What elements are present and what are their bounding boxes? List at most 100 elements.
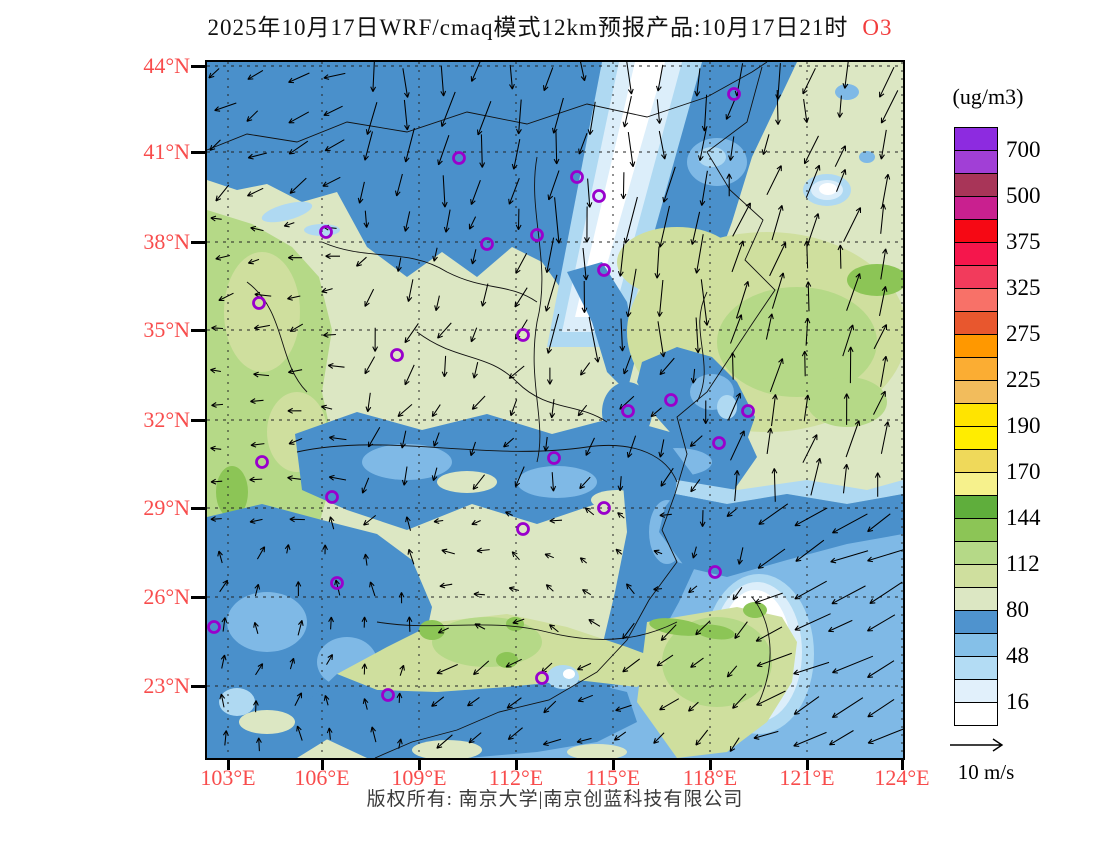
wind-arrow <box>467 696 480 707</box>
wind-arrow <box>361 477 370 494</box>
map-boundary-lines <box>207 62 776 758</box>
wind-arrow <box>662 166 676 203</box>
wind-arrow <box>542 67 554 92</box>
wind-arrow <box>249 476 263 483</box>
wind-arrow <box>250 441 265 448</box>
city-marker <box>535 671 549 685</box>
wind-arrow <box>726 173 733 197</box>
wind-arrow <box>733 470 740 502</box>
wind-arrow <box>627 132 636 168</box>
wind-arrow <box>803 240 810 269</box>
wind-arrow <box>867 513 891 533</box>
wind-arrow <box>516 99 522 135</box>
wind-arrow <box>289 657 296 670</box>
wind-arrow <box>613 731 627 741</box>
wind-arrow <box>617 512 625 519</box>
wind-arrow <box>726 508 737 518</box>
colorbar-cell <box>954 334 998 358</box>
wind-arrow <box>508 178 520 205</box>
city-marker <box>452 151 466 165</box>
wind-arrow <box>509 64 515 90</box>
wind-arrow <box>549 399 556 419</box>
wind-arrow <box>326 654 334 665</box>
city-marker <box>252 296 266 310</box>
city-marker <box>570 170 584 184</box>
wind-arrow <box>471 395 486 410</box>
wind-arrow <box>398 592 405 604</box>
wind-arrow <box>769 242 787 277</box>
wind-arrow <box>364 288 375 307</box>
wind-arrow <box>396 738 403 749</box>
wind-arrow <box>805 164 821 198</box>
lon-tick <box>709 760 712 770</box>
lat-label: 44°N <box>143 53 190 78</box>
city-marker <box>255 455 269 469</box>
wind-arrow <box>754 592 783 605</box>
wind-arrow <box>873 324 888 350</box>
wind-arrow <box>579 476 591 490</box>
wind-arrow <box>690 211 701 245</box>
wind-arrow <box>434 295 440 312</box>
city-marker <box>727 87 741 101</box>
wind-arrow <box>842 62 849 89</box>
wind-arrow <box>543 436 549 452</box>
colorbar-cell <box>954 426 998 450</box>
wind-arrow <box>361 663 368 675</box>
wind-arrow <box>468 732 482 744</box>
wind-arrow <box>873 390 886 415</box>
wind-arrow <box>551 97 564 134</box>
wind-arrow <box>431 696 445 707</box>
wind-arrow <box>476 547 490 554</box>
colorbar-tick-label: 112 <box>1006 551 1040 576</box>
colorbar-cell <box>954 288 998 312</box>
wind-arrow <box>287 475 301 482</box>
copyright-text: 版权所有: 南京大学|南京创蓝科技有限公司 <box>366 789 744 810</box>
wind-arrow <box>325 253 341 260</box>
wind-arrow <box>655 64 664 92</box>
wind-arrow <box>327 363 345 369</box>
wind-arrow <box>847 346 854 384</box>
wind-arrow <box>802 68 816 95</box>
wind-arrow <box>441 355 448 378</box>
lat-tick <box>191 685 205 688</box>
wind-arrow <box>253 700 259 713</box>
wind-arrow <box>793 696 820 715</box>
city-marker <box>516 328 530 342</box>
wind-arrow <box>793 731 827 747</box>
wind-arrow <box>694 317 701 354</box>
wind-arrow <box>437 135 450 166</box>
lat-tick <box>191 507 205 510</box>
wind-arrow <box>771 468 778 502</box>
wind-arrow <box>758 503 789 525</box>
wind-arrow <box>554 197 562 244</box>
wind-arrow <box>659 698 680 711</box>
wind-arrow <box>403 127 415 163</box>
wind-arrow <box>220 654 227 669</box>
city-marker <box>592 189 606 203</box>
wind-arrow <box>544 237 555 274</box>
wind-scale-label: 10 m/s <box>957 760 1015 784</box>
wind-arrow <box>842 463 850 494</box>
wind-vector-arrows <box>208 62 903 752</box>
wind-arrow <box>690 368 697 384</box>
wind-arrow <box>689 435 703 448</box>
wind-arrow <box>514 466 525 488</box>
wind-arrow <box>587 101 596 136</box>
wind-arrow <box>657 321 666 358</box>
wind-arrow <box>659 357 675 376</box>
lat-label: 29°N <box>143 495 190 520</box>
wind-arrow <box>436 734 453 749</box>
wind-arrow <box>766 165 782 196</box>
wind-arrow <box>761 134 770 156</box>
wind-arrow <box>283 221 295 228</box>
city-marker <box>741 404 755 418</box>
wind-arrow <box>585 437 595 456</box>
wind-arrow <box>218 292 234 302</box>
wind-arrow <box>695 620 711 636</box>
wind-arrow <box>468 216 477 230</box>
wind-arrow <box>469 441 476 457</box>
wind-arrow <box>770 394 778 427</box>
wind-arrow <box>211 325 224 332</box>
wind-arrow <box>288 111 310 124</box>
wind-arrow <box>650 407 662 418</box>
